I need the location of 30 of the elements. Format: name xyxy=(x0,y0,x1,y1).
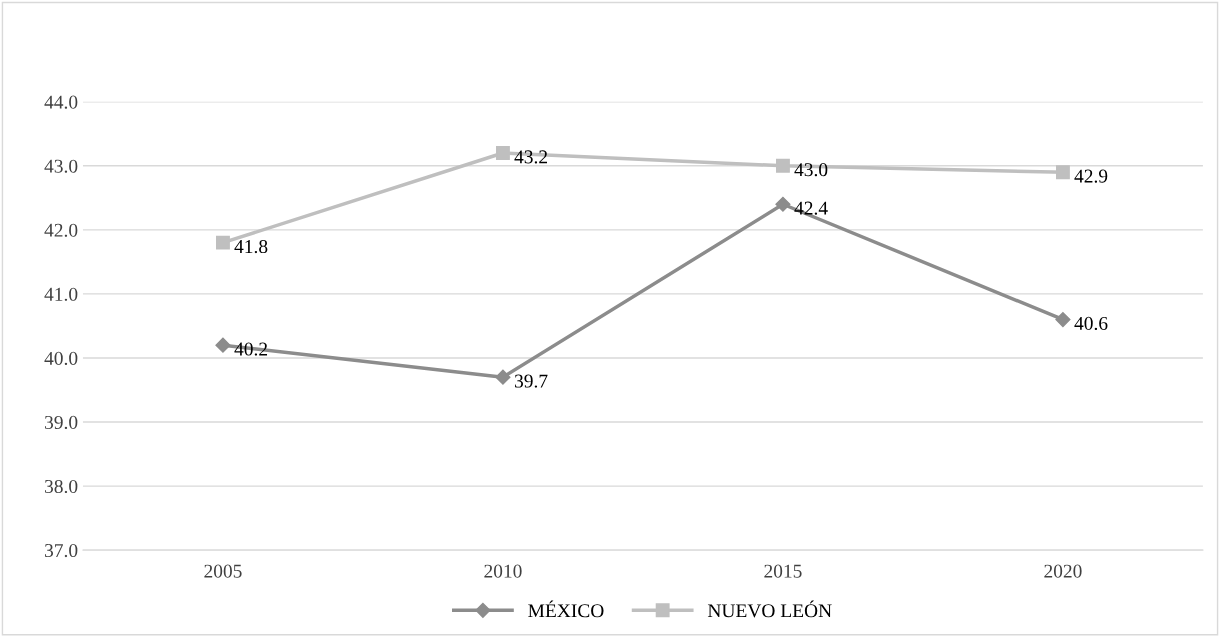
data-label: 43.0 xyxy=(794,163,828,177)
y-tick-label: 37.0 xyxy=(45,543,78,558)
point xyxy=(215,337,231,353)
y-tick-label: 41.0 xyxy=(44,287,78,301)
point xyxy=(1055,165,1070,180)
y-tick-label: 39.0 xyxy=(45,415,78,430)
data-label: 42.9 xyxy=(1074,169,1108,183)
y-tick-label: 44.0 xyxy=(44,95,78,109)
point xyxy=(775,196,791,212)
y-tick-label: 40.0 xyxy=(44,351,78,365)
data-label: 40.2 xyxy=(234,342,268,356)
y-tick-label: 43.0 xyxy=(44,159,78,173)
x-tick-label: 2020 xyxy=(1044,564,1082,578)
data-label: 39.7 xyxy=(514,374,548,388)
y-tick-label: 38.0 xyxy=(45,479,78,494)
x-tick-label: 2010 xyxy=(484,564,522,578)
point xyxy=(216,235,230,250)
point xyxy=(775,158,790,173)
x-tick-label: 2015 xyxy=(764,564,802,578)
point xyxy=(495,146,510,160)
data-label: 41.8 xyxy=(234,239,268,254)
point xyxy=(495,369,511,385)
point xyxy=(1055,311,1071,328)
data-label: 40.6 xyxy=(1074,316,1108,331)
legend-label: NUEVO LEÓN xyxy=(707,600,832,618)
data-label: 43.2 xyxy=(514,150,548,164)
legend-label: MÉXICO xyxy=(528,600,604,618)
y-tick-label: 42.0 xyxy=(44,223,78,237)
data-label: 42.4 xyxy=(794,201,828,215)
x-tick-label: 2005 xyxy=(204,564,242,578)
